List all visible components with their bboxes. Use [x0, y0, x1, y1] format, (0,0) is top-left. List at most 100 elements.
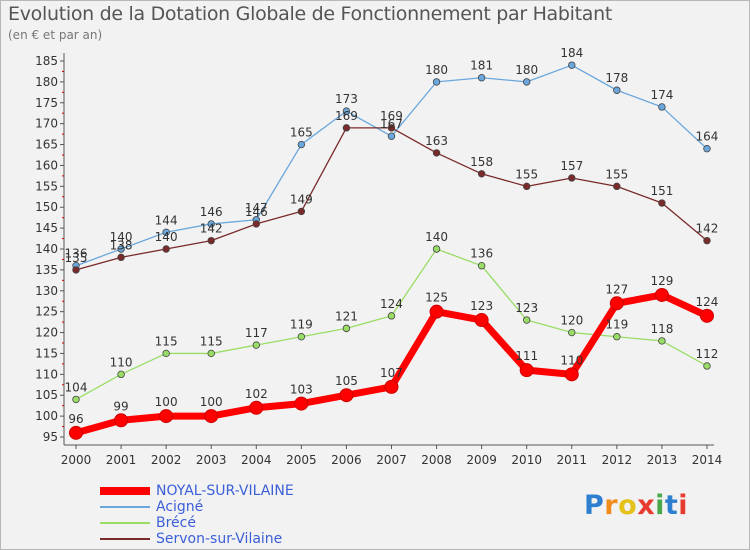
- data-point-br-c: [658, 337, 666, 345]
- logo-letter: P: [584, 490, 605, 521]
- data-point-br-c: [72, 395, 80, 404]
- data-label-servon-sur-vilaine: 158: [470, 155, 493, 169]
- legend-swatch-servon: [100, 538, 150, 540]
- data-label-acign: 144: [155, 213, 178, 227]
- data-point-noyal-sur-vilaine: [699, 308, 714, 323]
- data-label-acign: 164: [696, 130, 719, 144]
- data-label-br-c: 123: [515, 301, 538, 315]
- y-tick-label: 150: [35, 200, 58, 214]
- data-label-br-c: 124: [380, 297, 403, 311]
- data-point-servon-sur-vilaine: [72, 266, 80, 274]
- data-point-servon-sur-vilaine: [297, 207, 306, 216]
- data-point-servon-sur-vilaine: [477, 170, 486, 178]
- data-point-acign: [613, 86, 621, 94]
- x-tick-label: 2011: [556, 453, 587, 467]
- data-point-acign: [387, 132, 396, 140]
- data-label-acign: 165: [290, 126, 313, 140]
- legend-swatch-brece: [100, 522, 150, 524]
- data-point-noyal-sur-vilaine: [564, 367, 579, 382]
- data-point-noyal-sur-vilaine: [384, 379, 399, 394]
- data-label-servon-sur-vilaine: 142: [696, 222, 719, 236]
- data-label-br-c: 117: [245, 326, 268, 340]
- data-label-noyal-sur-vilaine: 102: [245, 387, 268, 401]
- legend-label-servon: Servon-sur-Vilaine: [156, 531, 283, 547]
- x-tick-label: 2009: [466, 453, 497, 467]
- data-point-br-c: [477, 262, 486, 270]
- y-tick-label: 140: [35, 242, 58, 256]
- data-point-servon-sur-vilaine: [432, 149, 441, 157]
- data-point-acign: [162, 228, 170, 236]
- y-tick-label: 145: [35, 221, 58, 235]
- data-label-servon-sur-vilaine: 155: [605, 167, 628, 181]
- data-label-servon-sur-vilaine: 151: [650, 184, 673, 198]
- data-label-acign: 136: [65, 247, 88, 261]
- legend-label-brece: Brécé: [156, 515, 196, 531]
- data-label-noyal-sur-vilaine: 105: [335, 374, 358, 388]
- data-point-acign: [117, 245, 125, 253]
- y-tick-label: 180: [35, 75, 58, 89]
- data-point-noyal-sur-vilaine: [69, 425, 83, 440]
- data-label-acign: 174: [650, 88, 673, 102]
- data-label-br-c: 140: [425, 230, 448, 244]
- data-point-noyal-sur-vilaine: [519, 363, 534, 378]
- data-label-noyal-sur-vilaine: 99: [113, 399, 128, 413]
- y-tick-label: 100: [35, 409, 58, 423]
- data-point-acign: [523, 78, 531, 86]
- data-point-noyal-sur-vilaine: [159, 409, 174, 424]
- data-label-noyal-sur-vilaine: 111: [515, 349, 538, 363]
- y-tick-label: 125: [35, 305, 58, 319]
- logo-letter: r: [604, 490, 619, 521]
- data-label-br-c: 119: [605, 318, 628, 332]
- data-label-acign: 140: [110, 230, 133, 244]
- data-point-servon-sur-vilaine: [162, 245, 170, 253]
- data-label-noyal-sur-vilaine: 103: [290, 383, 313, 397]
- data-label-servon-sur-vilaine: 169: [380, 109, 403, 123]
- x-tick-label: 2014: [692, 453, 723, 467]
- x-tick-label: 2001: [106, 453, 137, 467]
- logo-letter: i: [678, 490, 689, 521]
- legend-label-noyal: NOYAL-SUR-VILAINE: [156, 483, 294, 499]
- data-point-acign: [432, 78, 441, 86]
- data-point-br-c: [162, 349, 170, 358]
- chart-subtitle: (en € et par an): [8, 28, 103, 42]
- legend-label-acigne: Acigné: [156, 499, 204, 515]
- data-point-br-c: [342, 324, 351, 333]
- y-tick-label: 155: [35, 179, 58, 193]
- data-label-noyal-sur-vilaine: 124: [696, 295, 719, 309]
- y-tick-label: 135: [35, 263, 58, 277]
- data-label-servon-sur-vilaine: 146: [245, 205, 268, 219]
- legend-swatch-acigne: [100, 506, 150, 508]
- data-point-br-c: [207, 349, 215, 358]
- x-tick-label: 2013: [647, 453, 678, 467]
- data-point-servon-sur-vilaine: [568, 174, 576, 182]
- data-label-noyal-sur-vilaine: 110: [560, 353, 583, 367]
- y-tick-label: 120: [35, 326, 58, 340]
- data-point-servon-sur-vilaine: [387, 124, 396, 132]
- y-tick-label: 160: [35, 158, 58, 172]
- data-point-noyal-sur-vilaine: [429, 304, 444, 319]
- x-tick-label: 2012: [602, 453, 633, 467]
- data-point-servon-sur-vilaine: [342, 124, 351, 132]
- data-point-br-c: [432, 245, 441, 253]
- data-label-acign: 178: [605, 71, 628, 85]
- data-label-br-c: 118: [650, 322, 673, 336]
- data-label-br-c: 121: [335, 309, 358, 323]
- data-label-acign: 184: [560, 46, 583, 60]
- y-tick-label: 130: [35, 284, 58, 298]
- data-point-noyal-sur-vilaine: [339, 388, 354, 403]
- data-point-servon-sur-vilaine: [523, 182, 531, 191]
- x-tick-label: 2005: [286, 453, 317, 467]
- data-label-br-c: 115: [200, 334, 223, 348]
- data-label-servon-sur-vilaine: 140: [155, 230, 178, 244]
- data-label-br-c: 115: [155, 334, 178, 348]
- data-label-servon-sur-vilaine: 149: [290, 192, 313, 206]
- data-label-acign: 180: [425, 63, 448, 77]
- x-tick-label: 2003: [196, 453, 227, 467]
- data-label-servon-sur-vilaine: 157: [560, 159, 583, 173]
- y-tick-label: 105: [35, 388, 58, 402]
- data-point-noyal-sur-vilaine: [249, 400, 264, 415]
- data-label-br-c: 119: [290, 318, 313, 332]
- x-tick-label: 2006: [331, 453, 362, 467]
- proxiti-logo: Proxiti: [584, 490, 688, 521]
- legend-swatch-noyal: [100, 487, 150, 495]
